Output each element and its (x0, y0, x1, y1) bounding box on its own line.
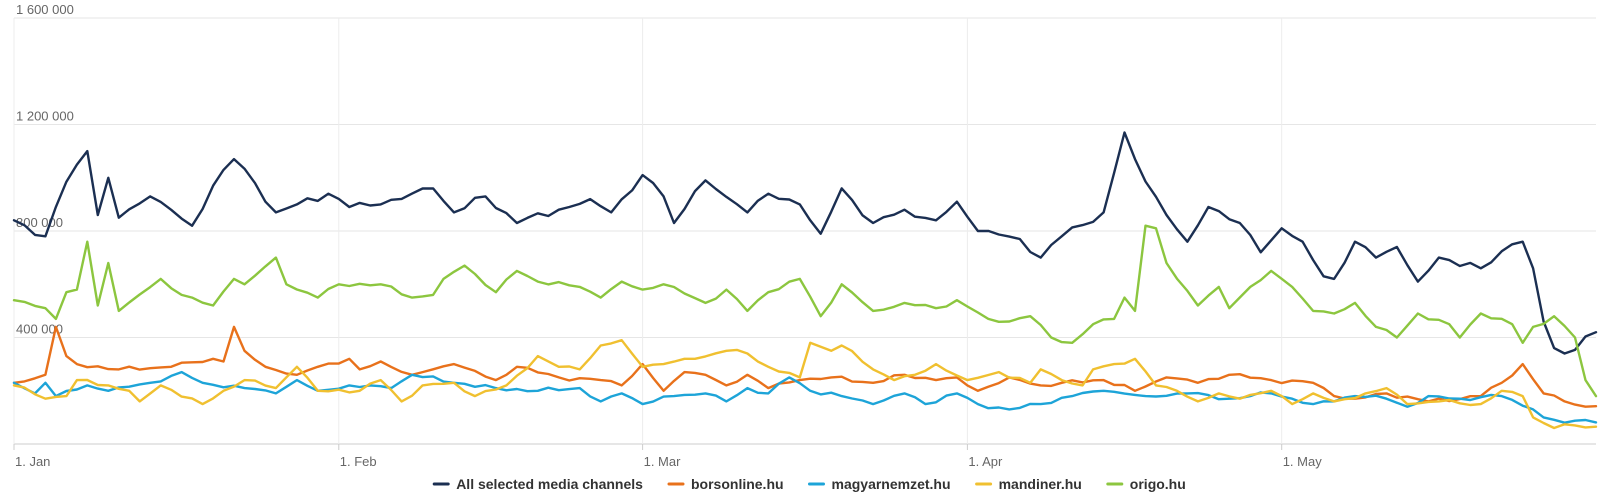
legend-item[interactable]: origo.hu (1106, 476, 1186, 492)
legend-label: mandiner.hu (999, 476, 1082, 492)
legend-item[interactable]: borsonline.hu (667, 476, 784, 492)
x-tick-label: 1. Jan (15, 454, 50, 469)
legend-label: borsonline.hu (691, 476, 784, 492)
legend-item[interactable]: magyarnemzet.hu (808, 476, 951, 492)
legend-label: magyarnemzet.hu (832, 476, 951, 492)
legend-item[interactable]: All selected media channels (432, 476, 643, 492)
y-tick-label: 800 000 (16, 215, 63, 230)
series-lines (12, 131, 1598, 430)
legend-label: All selected media channels (456, 476, 643, 492)
x-tick-label: 1. Mar (644, 454, 682, 469)
x-tick-label: 1. Feb (340, 454, 377, 469)
x-tick-label: 1. May (1283, 454, 1323, 469)
y-tick-label: 400 000 (16, 322, 63, 337)
y-tick-label: 1 200 000 (16, 109, 74, 124)
x-tick-label: 1. Apr (968, 454, 1003, 469)
grid-lines (13, 17, 1596, 445)
y-tick-label: 1 600 000 (16, 2, 74, 17)
legend-item[interactable]: mandiner.hu (975, 476, 1082, 492)
series-line-4[interactable] (12, 224, 1598, 398)
legend: All selected media channels borsonline.hu… (432, 476, 1186, 492)
series-line-1[interactable] (12, 325, 1598, 408)
y-axis-ticks: 400 000 800 000 1 200 000 1 600 000 (16, 2, 74, 337)
series-line-0[interactable] (12, 131, 1598, 355)
legend-label: origo.hu (1130, 476, 1186, 492)
x-axis-ticks: 1. Jan 1. Feb 1. Mar 1. Apr 1. May (13, 444, 1323, 469)
series-line-3[interactable] (12, 339, 1598, 430)
